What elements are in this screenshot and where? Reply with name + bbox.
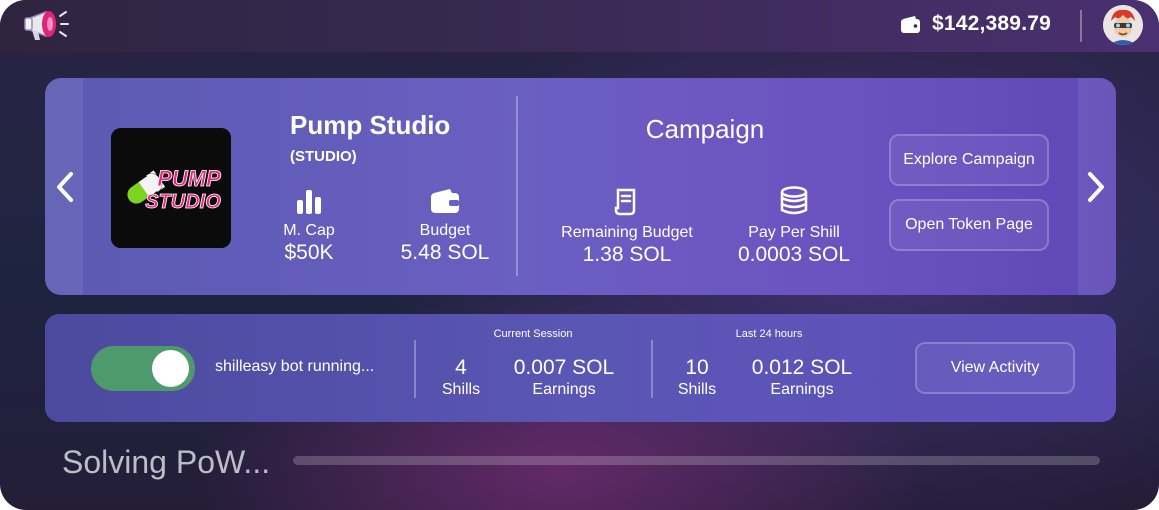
progress-bar	[293, 456, 1100, 465]
session-earnings-label: Earnings	[532, 381, 596, 398]
coins-icon	[725, 186, 863, 221]
avatar[interactable]	[1103, 5, 1143, 45]
bot-status-text: shilleasy bot running...	[215, 358, 375, 375]
day-shills-stat: 10 Shills	[667, 356, 727, 399]
chevron-left-icon[interactable]	[53, 170, 77, 204]
wallet-icon	[393, 188, 497, 219]
bar-chart-icon	[271, 188, 347, 219]
bot-status-card: shilleasy bot running... Current Session…	[45, 314, 1116, 422]
token-type: (STUDIO)	[290, 148, 357, 165]
campaign-card: PUMP STUDIO Pump Studio (STUDIO) M. Cap …	[45, 78, 1116, 295]
session-earnings-stat: 0.007 SOL Earnings	[501, 356, 627, 399]
session-earnings-value: 0.007 SOL	[513, 356, 615, 379]
toggle-knob	[152, 350, 189, 387]
mcap-stat: M. Cap $50K	[271, 188, 347, 265]
card-divider	[516, 96, 518, 276]
day-earnings-label: Earnings	[770, 381, 834, 398]
last-24-hours-label: Last 24 hours	[735, 328, 803, 340]
remaining-budget-label: Remaining Budget	[561, 224, 693, 241]
wallet-balance: $142,389.79	[932, 12, 1051, 35]
top-bar: $142,389.79	[0, 0, 1159, 52]
budget-value: 5.48 SOL	[400, 241, 490, 264]
explore-campaign-button[interactable]: Explore Campaign	[889, 134, 1049, 186]
session-shills-label: Shills	[441, 381, 481, 398]
wallet-icon	[900, 14, 922, 36]
campaign-title: Campaign	[645, 114, 765, 144]
day-shills-value: 10	[685, 356, 709, 379]
mcap-label: M. Cap	[283, 222, 335, 239]
view-activity-button[interactable]: View Activity	[915, 342, 1075, 394]
megaphone-icon[interactable]	[20, 4, 72, 44]
receipt-icon	[551, 188, 703, 221]
remaining-budget-stat: Remaining Budget 1.38 SOL	[551, 188, 703, 267]
token-logo-art: PUMP STUDIO	[111, 128, 231, 248]
card-edge-right	[1078, 78, 1116, 295]
bot-divider-2	[651, 340, 653, 398]
bot-toggle[interactable]	[91, 346, 195, 391]
logo-word-1: PUMP	[157, 166, 221, 191]
pay-per-shill-label: Pay Per Shill	[748, 224, 840, 241]
day-earnings-stat: 0.012 SOL Earnings	[739, 356, 865, 399]
budget-label: Budget	[419, 222, 471, 239]
progress-label: Solving PoW...	[62, 444, 271, 480]
current-session-label: Current Session	[493, 328, 573, 340]
open-token-page-button[interactable]: Open Token Page	[889, 199, 1049, 251]
mcap-value: $50K	[284, 241, 334, 264]
bot-divider-1	[414, 340, 416, 398]
session-shills-value: 4	[455, 356, 467, 379]
day-shills-label: Shills	[677, 381, 717, 398]
day-earnings-value: 0.012 SOL	[751, 356, 853, 379]
budget-stat: Budget 5.48 SOL	[393, 188, 497, 265]
topbar-divider	[1080, 10, 1082, 42]
logo-word-2: STUDIO	[145, 191, 221, 213]
token-logo[interactable]: PUMP STUDIO	[111, 128, 231, 248]
token-name: Pump Studio	[290, 110, 451, 140]
card-edge-left	[45, 78, 83, 295]
pay-per-shill-stat: Pay Per Shill 0.0003 SOL	[725, 186, 863, 267]
session-shills-stat: 4 Shills	[431, 356, 491, 399]
chevron-right-icon[interactable]	[1084, 170, 1108, 204]
pay-per-shill-value: 0.0003 SOL	[737, 243, 851, 266]
remaining-budget-value: 1.38 SOL	[582, 243, 672, 266]
